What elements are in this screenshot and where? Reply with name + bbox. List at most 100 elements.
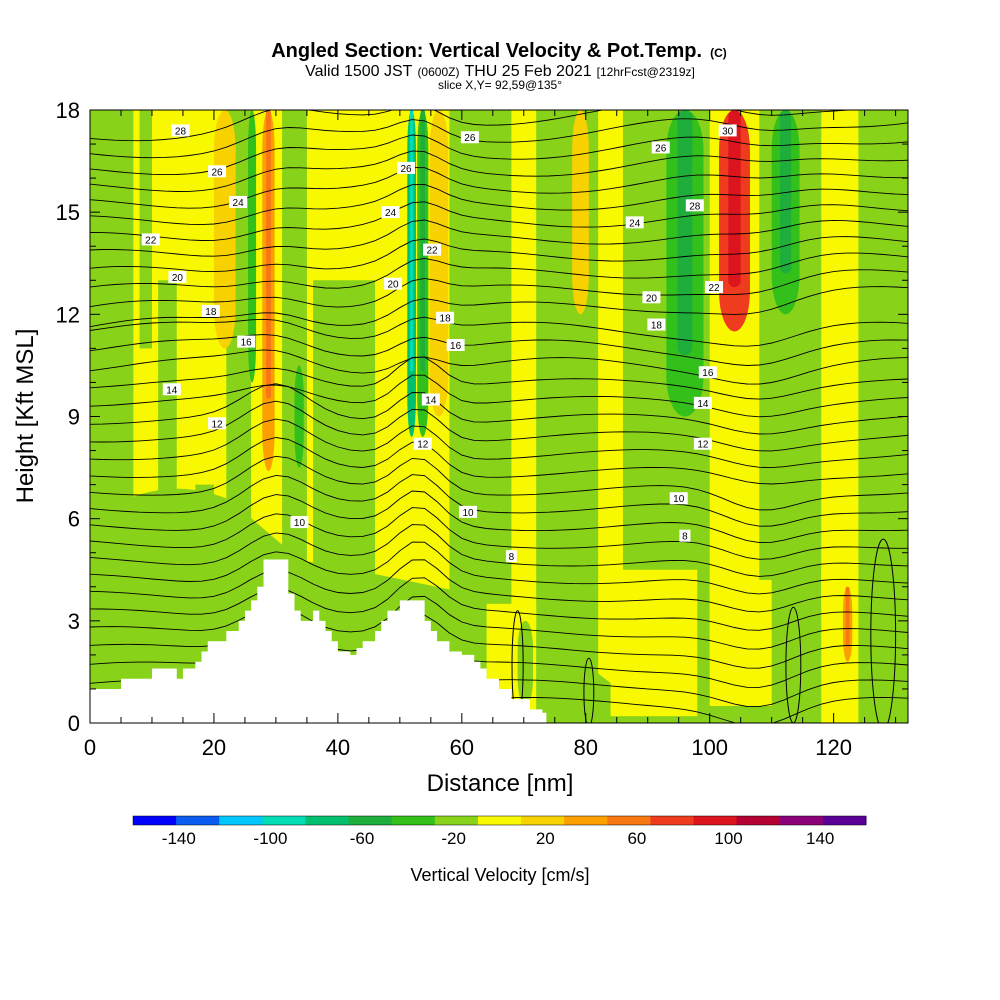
- theta-contour: [90, 383, 908, 435]
- colorbar-swatch: [133, 816, 177, 825]
- theta-label-box: [651, 141, 670, 154]
- theta-label: 10: [462, 508, 474, 519]
- theta-label-box: [381, 206, 400, 219]
- vv-band-core: [780, 110, 792, 274]
- colorbar-tick-label: -60: [350, 829, 375, 848]
- theta-label-box: [171, 124, 190, 137]
- colorbar-tick-label: 140: [806, 829, 834, 848]
- vv-band: [294, 365, 304, 468]
- theta-label-box: [384, 277, 403, 290]
- x-tick-label: 80: [574, 735, 598, 760]
- theta-label-box: [162, 383, 181, 396]
- x-tick-label: 100: [691, 735, 728, 760]
- vv-band: [517, 620, 534, 706]
- theta-label: 14: [697, 399, 709, 410]
- colorbar-tick-label: 20: [536, 829, 555, 848]
- y-tick-label: 12: [56, 302, 80, 327]
- theta-label-box: [669, 492, 688, 505]
- theta-contour: [90, 183, 908, 226]
- theta-label-box: [642, 291, 661, 304]
- x-axis-label: Distance [nm]: [427, 770, 574, 797]
- closed-contour: [583, 657, 595, 723]
- theta-contour: [90, 219, 908, 257]
- colorbar-swatch: [822, 816, 867, 825]
- vv-band: [572, 110, 589, 315]
- theta-label-box: [290, 516, 309, 529]
- x-tick-label: 60: [450, 735, 474, 760]
- colorbar-frame: [132, 815, 867, 826]
- theta-label: 26: [211, 167, 223, 178]
- theta-label-box: [421, 393, 440, 406]
- theta-contour: [90, 490, 908, 544]
- theta-label: 28: [689, 201, 701, 212]
- y-tick-label: 3: [68, 609, 80, 634]
- theta-label: 26: [464, 133, 476, 144]
- chart-title-text: Angled Section: Vertical Velocity & Pot.…: [271, 40, 702, 62]
- theta-label: 12: [417, 440, 429, 451]
- theta-contour: [90, 541, 908, 595]
- theta-contour: [90, 201, 908, 241]
- theta-label-box: [625, 216, 644, 229]
- theta-label: 18: [440, 314, 452, 325]
- y-tick-label: 6: [68, 507, 80, 532]
- theta-label-box: [505, 550, 517, 563]
- theta-label-box: [423, 243, 442, 256]
- theta-label-box: [201, 304, 220, 317]
- valid-utc: (0600Z): [417, 65, 459, 79]
- theta-label: 10: [673, 494, 685, 505]
- colorbar-tick-label: -140: [162, 829, 196, 848]
- y-tick-label: 18: [56, 98, 80, 123]
- theta-label-box: [685, 199, 704, 212]
- colorbar-swatch: [434, 816, 479, 825]
- y-tick-label: 0: [68, 711, 80, 736]
- slice-info: slice X,Y= 92,59@135°: [438, 78, 562, 92]
- colorbar-swatch: [779, 816, 824, 825]
- vv-band: [784, 614, 816, 723]
- theta-label: 24: [233, 198, 245, 209]
- valid-date: THU 25 Feb 2021: [464, 63, 591, 80]
- colorbar-swatch: [305, 816, 350, 825]
- y-tick-label: 15: [56, 200, 80, 225]
- vv-band-core: [845, 586, 850, 647]
- theta-label-box: [693, 396, 712, 409]
- potential-temperature-labels: 28 26 24 22 20 18 16 14 12 10 26 24 22 20 18 16 14 12 10 8 2…: [141, 124, 737, 563]
- theta-label-box: [705, 281, 724, 294]
- y-axis-label: Height [Kft MSL]: [12, 329, 39, 504]
- theta-contour: [90, 316, 908, 347]
- colorbar-swatch: [348, 816, 393, 825]
- theta-contour: [90, 334, 908, 366]
- terrain-mask: [90, 559, 547, 723]
- chart-subtitle: Valid 1500 JST (0600Z) THU 25 Feb 2021 [12h…: [305, 63, 695, 80]
- theta-contour: [90, 374, 908, 418]
- colorbar-tick-label: -20: [441, 829, 466, 848]
- theta-label: 28: [175, 126, 187, 137]
- theta-label: 20: [387, 280, 399, 291]
- theta-label: 24: [385, 208, 397, 219]
- chart-title-mark: (C): [710, 46, 727, 60]
- theta-contour: [90, 474, 908, 527]
- colorbar-swatch: [391, 816, 436, 825]
- theta-contour: [90, 418, 908, 469]
- theta-contour: [90, 595, 908, 650]
- theta-contour: [90, 559, 908, 613]
- theta-label: 8: [682, 532, 688, 543]
- colorbar-label: Vertical Velocity [cm/s]: [410, 865, 589, 885]
- colorbar-swatch: [607, 816, 651, 825]
- theta-contour: [90, 400, 908, 452]
- x-tick-label: 40: [326, 735, 350, 760]
- colorbar-swatch: [650, 816, 695, 825]
- theta-contour: [90, 150, 908, 192]
- theta-label-box: [208, 417, 227, 430]
- x-tick-label: 20: [202, 735, 226, 760]
- theta-label-box: [229, 195, 248, 208]
- theta-label-box: [397, 161, 416, 174]
- theta-contour: [90, 356, 908, 400]
- plot-area: 28 26 24 22 20 18 16 14 12 10 26 24 22 20 18 16 14 12 10 8 2…: [90, 110, 908, 723]
- vv-band-core: [265, 110, 271, 399]
- colorbar-swatch: [176, 816, 220, 825]
- theta-label: 22: [145, 235, 157, 246]
- vv-region: [610, 569, 698, 717]
- theta-contour: [90, 286, 908, 328]
- theta-contour: [90, 167, 908, 209]
- theta-label: 24: [629, 218, 641, 229]
